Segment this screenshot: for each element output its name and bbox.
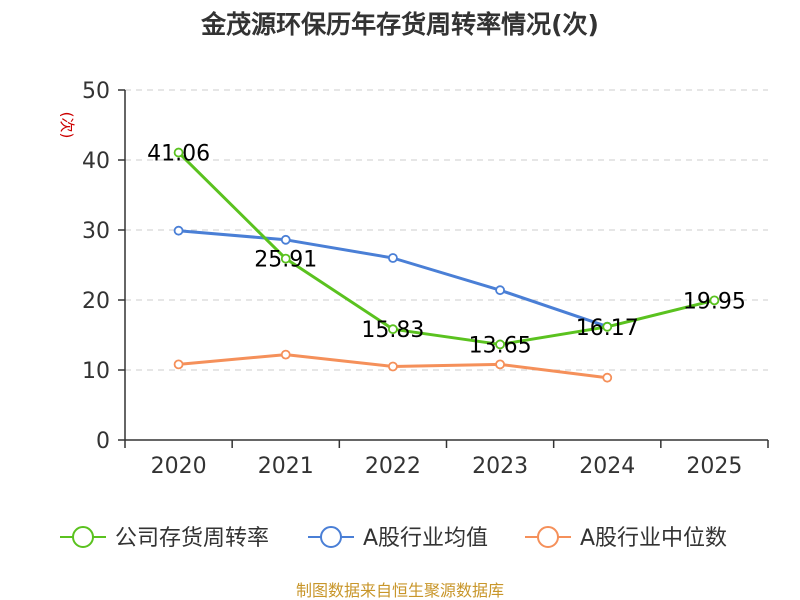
data-label: 16.17	[576, 316, 639, 341]
legend-label: A股行业均值	[363, 526, 488, 551]
legend-label: A股行业中位数	[580, 526, 727, 551]
data-point	[280, 234, 291, 245]
data-labels: 41.06 25.91 15.83 13.65 16.17 19.95	[147, 142, 746, 359]
x-tick-label: 2020	[151, 454, 207, 479]
axes: 0 10 20 30 40 50 2020 2021 2022 2023 2024 2025	[82, 79, 769, 479]
data-point	[495, 285, 505, 296]
legend-marker	[537, 526, 559, 548]
data-point	[602, 372, 613, 383]
legend-marker	[72, 526, 94, 548]
data-label: 15.83	[361, 318, 424, 343]
y-tick-label: 40	[82, 149, 110, 174]
x-tick-label: 2022	[365, 454, 421, 479]
y-axis-unit: (次)	[58, 112, 76, 139]
source-note: 制图数据来自恒生聚源数据库	[296, 581, 504, 600]
data-point	[388, 253, 398, 263]
data-label: 13.65	[469, 333, 532, 358]
y-tick-label: 50	[82, 79, 110, 104]
x-tick-label: 2023	[472, 454, 528, 479]
series-line-1	[178, 229, 608, 329]
series-line-0	[177, 151, 715, 346]
data-label: 19.95	[683, 289, 746, 314]
y-tick-label: 0	[96, 429, 110, 454]
data-point	[280, 349, 291, 360]
data-point	[602, 321, 613, 332]
data-point	[388, 324, 398, 335]
data-point	[709, 295, 720, 306]
data-point	[173, 225, 184, 236]
y-tick-label: 30	[82, 219, 110, 244]
data-point	[280, 253, 291, 264]
grid	[125, 89, 768, 371]
legend: 公司存货周转率 A股行业均值 A股行业中位数	[60, 526, 727, 551]
x-tick-label: 2025	[686, 454, 742, 479]
data-label: 25.91	[254, 248, 317, 273]
x-tick-label: 2024	[579, 454, 635, 479]
data-point	[388, 361, 398, 372]
data-point	[173, 359, 184, 370]
chart-title: 金茂源环保历年存货周转率情况(次)	[200, 10, 599, 39]
data-point	[173, 147, 184, 158]
plot-area	[173, 147, 720, 383]
data-label: 41.06	[147, 142, 210, 167]
data-point	[495, 339, 505, 350]
data-point	[495, 359, 505, 370]
x-tick-label: 2021	[258, 454, 314, 479]
y-tick-label: 10	[82, 359, 110, 384]
y-tick-label: 20	[82, 289, 110, 314]
legend-marker	[320, 526, 342, 548]
legend-label: 公司存货周转率	[115, 526, 269, 551]
